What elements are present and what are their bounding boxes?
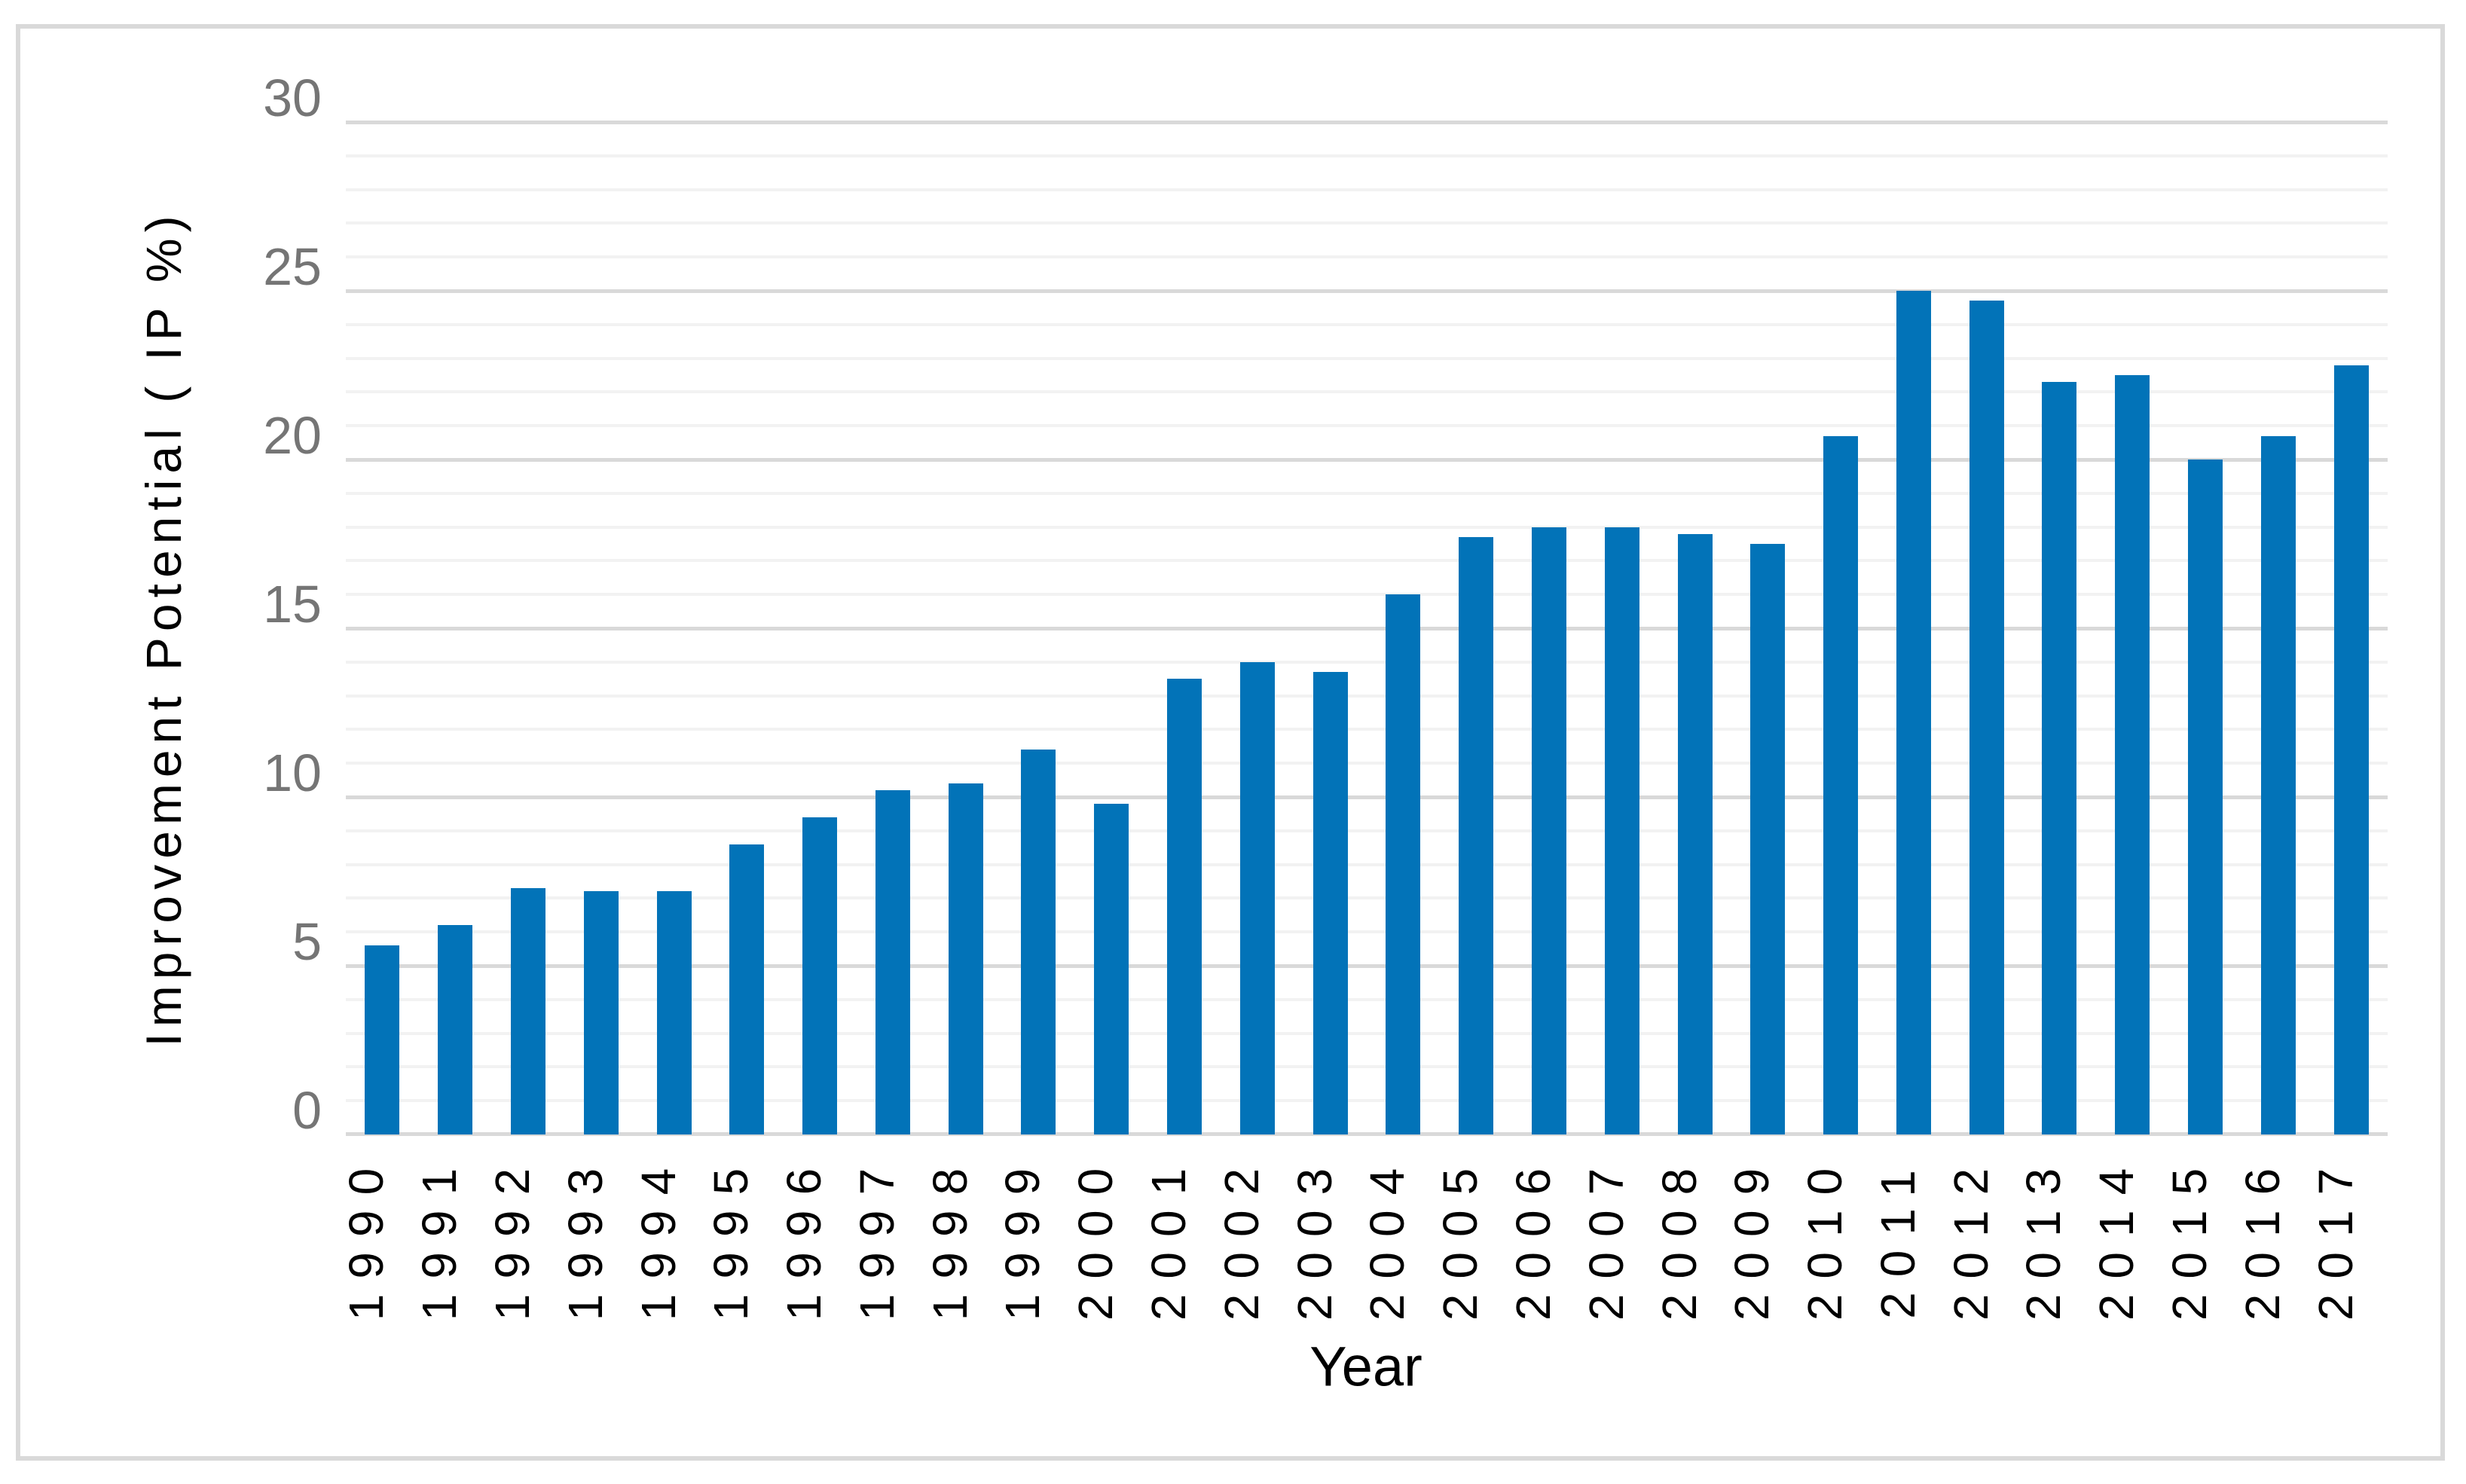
y-tick-label-10: 10 (263, 744, 322, 802)
bar-2011 (1896, 291, 1931, 1134)
x-tick-label-1991: 1991 (412, 1153, 467, 1321)
major-gridline-10 (346, 795, 2388, 799)
x-axis-line (346, 1132, 2388, 1136)
major-gridline-30 (346, 120, 2388, 124)
minor-gridline-23 (346, 356, 2388, 360)
minor-gridline-24 (346, 322, 2388, 326)
minor-gridline-7 (346, 896, 2388, 900)
minor-gridline-14 (346, 660, 2388, 664)
major-gridline-20 (346, 457, 2388, 462)
x-tick-label-2012: 2012 (1943, 1153, 1998, 1321)
minor-gridline-17 (346, 559, 2388, 563)
x-tick-label-1998: 1998 (922, 1153, 977, 1321)
bar-2015 (2188, 460, 2223, 1134)
bar-1990 (365, 945, 400, 1134)
x-tick-label-2002: 2002 (1214, 1153, 1269, 1321)
minor-gridline-12 (346, 728, 2388, 731)
bar-2014 (2115, 375, 2150, 1134)
minor-gridline-21 (346, 424, 2388, 428)
x-tick-label-1990: 1990 (339, 1153, 394, 1321)
x-tick-label-1996: 1996 (777, 1153, 832, 1321)
minor-gridline-9 (346, 829, 2388, 832)
bar-2006 (1531, 527, 1566, 1134)
major-gridline-25 (346, 289, 2388, 293)
bar-1994 (656, 891, 692, 1134)
bar-1998 (948, 783, 983, 1134)
x-tick-label-1999: 1999 (995, 1153, 1050, 1321)
minor-gridline-16 (346, 593, 2388, 597)
bar-1996 (802, 817, 838, 1134)
minor-gridline-4 (346, 997, 2388, 1001)
x-tick-label-2008: 2008 (1652, 1153, 1707, 1321)
bar-1991 (438, 925, 473, 1134)
minor-gridline-13 (346, 694, 2388, 698)
minor-gridline-29 (346, 154, 2388, 157)
minor-gridline-18 (346, 525, 2388, 529)
x-tick-label-2015: 2015 (2162, 1153, 2217, 1321)
bar-1995 (729, 844, 765, 1134)
x-axis-title: Year (1309, 1335, 1422, 1398)
bar-2004 (1386, 594, 1421, 1134)
x-tick-label-1997: 1997 (849, 1153, 904, 1321)
minor-gridline-19 (346, 491, 2388, 495)
x-tick-label-2014: 2014 (2089, 1153, 2144, 1321)
bar-1997 (875, 790, 910, 1134)
y-tick-label-20: 20 (263, 406, 322, 465)
x-tick-label-2013: 2013 (2016, 1153, 2071, 1321)
x-tick-label-2009: 2009 (1725, 1153, 1780, 1321)
x-tick-label-1995: 1995 (704, 1153, 759, 1321)
minor-gridline-2 (346, 1065, 2388, 1069)
y-axis-title: Improvement Potential ( IP %) (136, 209, 191, 1047)
bar-1993 (583, 891, 619, 1134)
bar-1992 (510, 887, 545, 1134)
minor-gridline-27 (346, 221, 2388, 225)
y-tick-label-25: 25 (263, 237, 322, 296)
y-tick-label-15: 15 (263, 575, 322, 634)
chart-frame: 0 5 10 15 20 25 30 1990 1991 1992 1993 1994 1995 199… (16, 24, 2445, 1461)
bar-2016 (2260, 435, 2296, 1134)
bar-2009 (1750, 544, 1786, 1134)
bar-2001 (1167, 679, 1202, 1134)
x-tick-label-2005: 2005 (1433, 1153, 1488, 1321)
minor-gridline-22 (346, 390, 2388, 394)
x-tick-label-1993: 1993 (558, 1153, 613, 1321)
x-tick-label-2016: 2016 (2235, 1153, 2290, 1321)
bar-1999 (1021, 750, 1056, 1134)
minor-gridline-28 (346, 188, 2388, 191)
x-tick-label-2007: 2007 (1578, 1153, 1633, 1321)
x-tick-label-2011: 2011 (1870, 1155, 1925, 1319)
bar-2013 (2042, 381, 2077, 1134)
bar-2003 (1312, 672, 1348, 1134)
minor-gridline-6 (346, 930, 2388, 934)
x-tick-label-2010: 2010 (1798, 1153, 1853, 1321)
bar-2012 (1969, 301, 2004, 1134)
bar-2010 (1823, 435, 1859, 1134)
x-tick-label-2006: 2006 (1505, 1153, 1560, 1321)
bar-2017 (2333, 365, 2369, 1134)
minor-gridline-8 (346, 863, 2388, 866)
bar-2002 (1239, 661, 1275, 1134)
minor-gridline-1 (346, 1099, 2388, 1103)
minor-gridline-26 (346, 255, 2388, 259)
y-tick-label-0: 0 (292, 1081, 322, 1140)
bar-2008 (1677, 533, 1713, 1134)
minor-gridline-11 (346, 762, 2388, 765)
bar-2007 (1604, 527, 1639, 1134)
bar-2005 (1459, 537, 1494, 1134)
x-tick-label-2000: 2000 (1068, 1153, 1123, 1321)
minor-gridline-3 (346, 1031, 2388, 1035)
x-tick-label-2017: 2017 (2308, 1153, 2363, 1321)
bar-2000 (1094, 803, 1129, 1134)
y-tick-label-30: 30 (263, 69, 322, 127)
x-tick-label-2003: 2003 (1287, 1153, 1342, 1321)
x-tick-label-1992: 1992 (484, 1153, 539, 1321)
major-gridline-5 (346, 963, 2388, 968)
x-tick-label-1994: 1994 (631, 1153, 686, 1321)
major-gridline-15 (346, 626, 2388, 631)
y-tick-label-5: 5 (292, 912, 322, 971)
x-tick-label-2001: 2001 (1141, 1153, 1196, 1321)
x-tick-label-2004: 2004 (1360, 1153, 1415, 1321)
plot-area (346, 120, 2388, 1136)
